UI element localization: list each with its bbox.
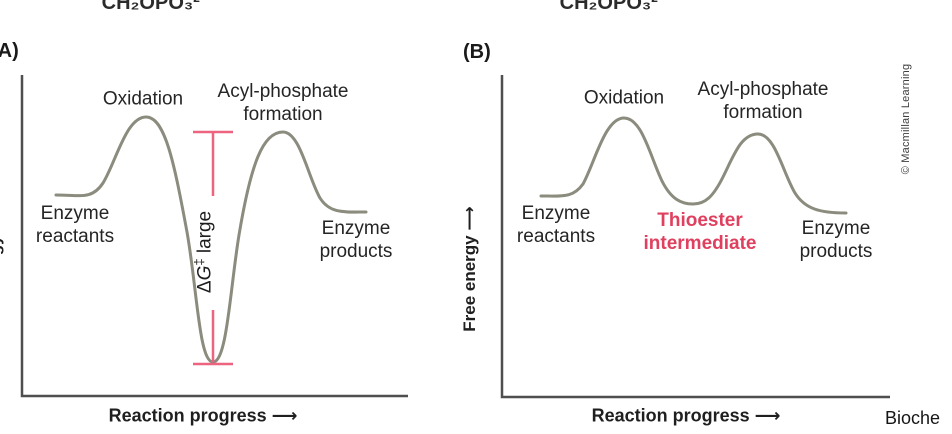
panel-a-x-axis-label: Reaction progress ⟶ bbox=[108, 405, 298, 426]
panel-a-oxidation-label: Oxidation bbox=[102, 88, 184, 110]
publisher-credit: © Macmillan Learning bbox=[900, 63, 912, 175]
delta-g-bracket bbox=[193, 130, 233, 366]
double-dagger: ‡ bbox=[191, 258, 207, 266]
panel-b-oxidation-label: Oxidation bbox=[583, 87, 665, 109]
panel-a-acyl-phosphate-label: Acyl-phosphate formation bbox=[217, 81, 349, 125]
panel-b-enzyme-reactants-label: Enzyme reactants bbox=[516, 203, 596, 247]
panel-a-y-axis-label: Free energy ⟶ bbox=[0, 206, 4, 332]
panel-a-axes bbox=[20, 75, 408, 398]
panel-b-acyl-phosphate-label: Acyl-phosphate formation bbox=[697, 79, 829, 123]
panel-a-enzyme-reactants-label: Enzyme reactants bbox=[35, 203, 115, 247]
dg-suffix: large bbox=[194, 210, 216, 259]
delta-g-large-annotation: ΔG‡ large bbox=[191, 211, 216, 293]
panel-b-axes bbox=[500, 75, 890, 399]
thioester-intermediate-label: Thioester intermediate bbox=[643, 210, 757, 254]
panel-b-y-axis-label: Free energy ⟶ bbox=[460, 206, 479, 332]
panel-a-label: (A) bbox=[0, 40, 19, 62]
panel-a-enzyme-products-label: Enzyme products bbox=[319, 218, 393, 262]
caption-fragment: Bioche bbox=[885, 408, 941, 428]
delta-symbol: Δ bbox=[194, 280, 216, 294]
energy-curve-b bbox=[539, 116, 848, 215]
formula-fragment-a: CH₂OPO₃²⁻ bbox=[101, 0, 211, 14]
panel-b-label: (B) bbox=[463, 41, 491, 63]
panel-b-enzyme-products-label: Enzyme products bbox=[799, 218, 873, 262]
formula-fragment-b: CH₂OPO₃²⁻ bbox=[559, 0, 669, 14]
gibbs-g: G bbox=[194, 265, 216, 281]
panel-b-x-axis-label: Reaction progress ⟶ bbox=[591, 405, 781, 426]
